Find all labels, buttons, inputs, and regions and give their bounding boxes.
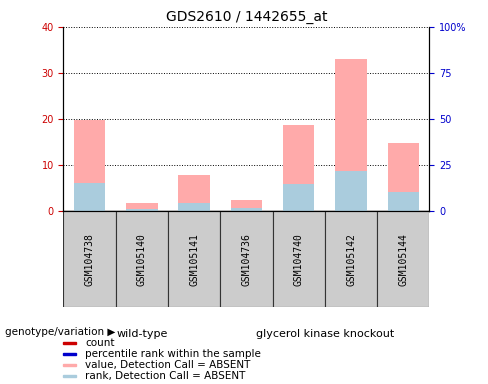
Bar [231, 207, 262, 211]
Bar [283, 125, 314, 211]
Bar [273, 211, 325, 307]
Bar [335, 170, 366, 211]
Bar [126, 204, 158, 211]
Text: GSM105140: GSM105140 [137, 233, 147, 286]
Text: count: count [85, 338, 115, 348]
Bar [220, 211, 273, 307]
Bar [283, 184, 314, 211]
Bar [63, 342, 76, 344]
Text: rank, Detection Call = ABSENT: rank, Detection Call = ABSENT [85, 371, 246, 381]
Bar [387, 192, 419, 211]
Bar [74, 183, 105, 211]
Bar [377, 211, 429, 307]
Bar [74, 120, 105, 211]
Bar [63, 211, 116, 307]
Text: GSM104738: GSM104738 [84, 233, 95, 286]
Text: value, Detection Call = ABSENT: value, Detection Call = ABSENT [85, 360, 251, 370]
Text: GSM105144: GSM105144 [398, 233, 408, 286]
Bar [63, 375, 76, 377]
Text: GSM104740: GSM104740 [294, 233, 304, 286]
Bar [116, 211, 168, 307]
Bar [231, 200, 262, 211]
Bar [387, 143, 419, 211]
Title: GDS2610 / 1442655_at: GDS2610 / 1442655_at [166, 10, 327, 25]
Bar [325, 211, 377, 307]
Text: GSM105141: GSM105141 [189, 233, 199, 286]
Bar [168, 211, 220, 307]
Bar [179, 203, 210, 211]
Text: glycerol kinase knockout: glycerol kinase knockout [256, 329, 394, 339]
Text: wild-type: wild-type [116, 329, 167, 339]
Text: genotype/variation ▶: genotype/variation ▶ [5, 327, 115, 337]
Bar [63, 364, 76, 366]
Text: GSM104736: GSM104736 [242, 233, 251, 286]
Bar [335, 59, 366, 211]
Bar [126, 209, 158, 211]
Text: GSM105142: GSM105142 [346, 233, 356, 286]
Bar [179, 175, 210, 211]
Text: percentile rank within the sample: percentile rank within the sample [85, 349, 261, 359]
Bar [63, 353, 76, 356]
